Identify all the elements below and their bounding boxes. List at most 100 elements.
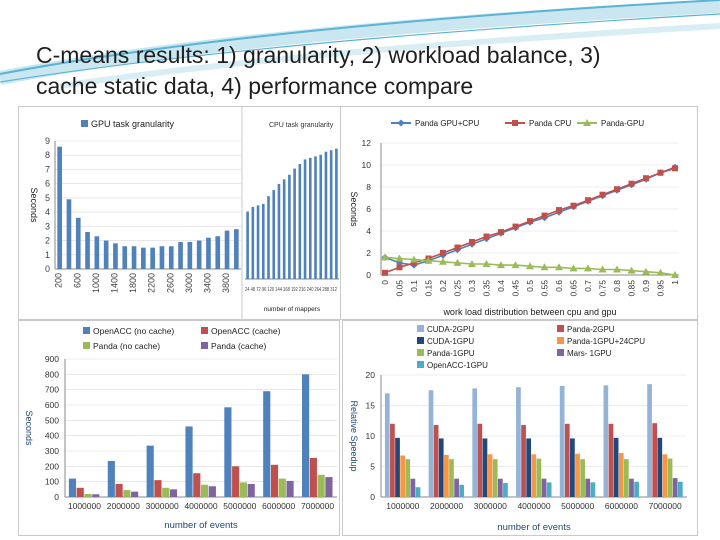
bar xyxy=(251,206,255,279)
bar xyxy=(232,466,240,497)
bar xyxy=(618,453,624,497)
data-point xyxy=(556,207,562,214)
x-tick-label: 3000 xyxy=(184,273,194,293)
bar xyxy=(159,246,165,269)
bar xyxy=(570,438,575,497)
bar xyxy=(459,484,465,497)
data-point xyxy=(656,268,665,276)
y-tick-label: 600 xyxy=(45,400,59,410)
y-tick-label: 2 xyxy=(45,236,50,246)
bar xyxy=(410,478,416,497)
data-point xyxy=(483,233,490,240)
bar xyxy=(564,423,570,497)
bar xyxy=(261,203,265,279)
x-tick-label: 200 xyxy=(54,273,64,288)
bar xyxy=(497,478,503,497)
x-tick-label: 0.05 xyxy=(395,280,405,297)
slide-title-line-1: C-means results: 1) granularity, 2) work… xyxy=(36,42,601,68)
y-tick-label: 400 xyxy=(45,431,59,441)
data-point xyxy=(614,186,620,193)
bar xyxy=(395,437,400,497)
legend-swatch xyxy=(417,325,424,332)
x-tick-label: 0.35 xyxy=(482,280,492,297)
bar xyxy=(438,438,444,497)
legend-swatch xyxy=(83,327,90,334)
bar xyxy=(154,480,162,497)
x-tick-label: 0.25 xyxy=(453,280,463,297)
bar xyxy=(206,237,211,269)
performance-compare-chart-panel: CUDA-2GPU Panda-2GPU CUDA-1GPU Panda-1GPU+2… xyxy=(342,320,698,536)
bar xyxy=(590,482,596,497)
bar xyxy=(314,156,317,279)
x-tick-label: 0.2 xyxy=(438,280,448,292)
x-tick-label: 4000000 xyxy=(517,501,550,511)
data-point xyxy=(585,197,591,204)
bar xyxy=(325,477,333,497)
y-tick-label: 800 xyxy=(45,369,59,379)
bar xyxy=(405,459,411,497)
x-tick-label: 0.9 xyxy=(641,280,651,292)
x-tick-label: 3400 xyxy=(202,273,212,293)
bar xyxy=(122,246,128,269)
bar xyxy=(168,246,174,269)
bar xyxy=(667,458,673,497)
bar xyxy=(309,457,317,497)
bar xyxy=(575,453,580,497)
legend-label: Panda GPU+CPU xyxy=(415,119,479,128)
legend-marker xyxy=(397,119,405,127)
bar xyxy=(66,199,72,269)
bar xyxy=(282,179,286,279)
x-tick-label: 0.1 xyxy=(409,280,419,292)
bar xyxy=(76,487,84,497)
bar xyxy=(482,438,488,497)
data-point xyxy=(468,260,476,267)
legend-label: Mars- 1GPU xyxy=(567,349,612,358)
bar xyxy=(162,487,170,497)
bar xyxy=(384,393,390,497)
bar xyxy=(390,423,395,497)
bar xyxy=(603,385,609,497)
y-tick-label: 0 xyxy=(366,270,371,280)
data-point xyxy=(598,265,607,273)
bar xyxy=(536,458,542,497)
bar xyxy=(208,486,216,497)
data-point xyxy=(642,267,650,275)
bar xyxy=(270,464,279,497)
bar xyxy=(272,190,276,279)
data-point xyxy=(657,169,664,176)
legend-swatch xyxy=(417,361,424,368)
legend-label: Panda CPU xyxy=(529,119,571,128)
bar xyxy=(267,196,270,279)
bar xyxy=(317,474,325,497)
bar xyxy=(541,478,547,497)
y-axis-label: Seconds xyxy=(349,191,359,227)
bar xyxy=(449,459,454,497)
legend-label: GPU task granularity xyxy=(91,119,175,129)
bar xyxy=(623,459,629,497)
x-axis-label: number of events xyxy=(497,522,571,533)
y-tick-label: 6 xyxy=(366,204,371,214)
bar xyxy=(444,454,449,497)
bar xyxy=(246,211,249,279)
legend-label: CUDA-1GPU xyxy=(427,337,474,346)
legend-swatch xyxy=(557,337,564,344)
bar xyxy=(224,407,232,497)
bar xyxy=(477,423,483,497)
bar xyxy=(308,157,312,279)
bar xyxy=(531,454,537,497)
y-tick-label: 500 xyxy=(45,415,59,425)
bar xyxy=(107,460,115,497)
bar xyxy=(85,232,90,269)
y-tick-label: 4 xyxy=(366,226,371,236)
x-tick-label: 3000000 xyxy=(146,501,179,511)
legend-swatch xyxy=(201,327,208,334)
bar xyxy=(169,489,178,497)
data-point xyxy=(469,239,475,245)
bar xyxy=(433,425,439,497)
slide-title-line-2: cache static data, 4) performance compar… xyxy=(36,73,474,99)
workload-balance-chart: Panda GPU+CPU Panda CPU Panda-GPU024681012… xyxy=(349,119,680,317)
bar xyxy=(613,437,619,497)
bar xyxy=(131,491,139,497)
legend-label: OpenACC-1GPU xyxy=(427,361,488,370)
bar xyxy=(239,482,248,497)
